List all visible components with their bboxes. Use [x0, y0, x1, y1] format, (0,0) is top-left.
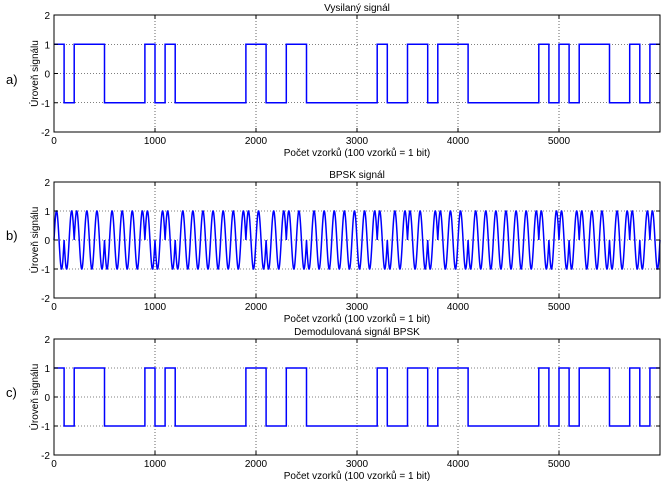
- subplot-3-x-tick-label-0: 0: [51, 459, 57, 470]
- subplot-2-title: BPSK signál: [329, 170, 385, 181]
- subplot-1-x-tick-label-5: 5000: [548, 136, 571, 147]
- subplot-3-y-tick-label-2: 0: [44, 393, 50, 404]
- subplot-3-y-tick-label-0: -2: [41, 451, 50, 462]
- subplot-3-x-tick-label-4: 4000: [447, 459, 470, 470]
- subplot-3-signal-line: [54, 367, 660, 427]
- subplot-2-signal-line: [53, 210, 661, 270]
- subplot-3-x-tick-label-2: 2000: [245, 459, 268, 470]
- subplot-2-x-tick-label-2: 2000: [245, 302, 268, 313]
- subplot-3-y-tick-label-1: -1: [41, 422, 50, 433]
- subplot-2-x-tick-label-4: 4000: [447, 302, 470, 313]
- subplot-1-y-tick-label-3: 1: [44, 40, 50, 51]
- subplot-1-x-tick-label-0: 0: [51, 136, 57, 147]
- subplot-3-y-tick-label-3: 1: [44, 364, 50, 375]
- subplot-2-x-tick-label-3: 3000: [346, 302, 369, 313]
- subplot-1-y-tick-label-1: -1: [41, 99, 50, 110]
- subplot-2-x-axis-label: Počet vzorků (100 vzorků = 1 bit): [284, 313, 430, 325]
- subplot-1-y-axis-label: Úroveň signálu: [28, 40, 41, 107]
- subplot-2-y-tick-label-0: -2: [41, 294, 50, 305]
- subplot-2-y-tick-label-2: 0: [44, 236, 50, 247]
- subplot-2: 0 1000 2000 3000 4000 5000 -2 -1 0 1 2 BPSK signál P…: [6, 170, 661, 325]
- subplot-3-x-tick-label-3: 3000: [346, 459, 369, 470]
- subplot-1-signal-line: [54, 43, 660, 104]
- subplot-3-x-tick-label-5: 5000: [548, 459, 571, 470]
- subplot-3-x-axis-label: Počet vzorků (100 vzorků = 1 bit): [284, 470, 430, 482]
- subplot-2-panel-letter: b): [6, 228, 18, 243]
- subplot-3-panel-letter: c): [6, 385, 17, 400]
- subplot-1-x-tick-label-2: 2000: [245, 136, 268, 147]
- subplot-2-y-tick-label-3: 1: [44, 207, 50, 218]
- subplot-3-y-axis-label: Úroveň signálu: [28, 364, 41, 431]
- subplot-2-y-tick-label-1: -1: [41, 265, 50, 276]
- subplot-3-title: Demodulovaná signál BPSK: [294, 327, 420, 338]
- subplot-1-title: Vysilaný signál: [324, 3, 390, 14]
- subplot-1-panel-letter: a): [6, 72, 18, 87]
- subplot-2-y-axis-label: Úroveň signálu: [28, 207, 41, 274]
- subplot-2-x-tick-label-1: 1000: [144, 302, 167, 313]
- subplot-1-y-tick-label-2: 0: [44, 70, 50, 81]
- subplot-2-x-tick-label-5: 5000: [548, 302, 571, 313]
- subplot-1-x-tick-label-1: 1000: [144, 136, 167, 147]
- subplot-3-x-tick-label-1: 1000: [144, 459, 167, 470]
- subplot-2-x-tick-label-0: 0: [51, 302, 57, 313]
- subplot-2-y-tick-label-4: 2: [44, 178, 50, 189]
- subplot-1-y-tick-label-4: 2: [44, 11, 50, 22]
- subplot-1-x-tick-label-3: 3000: [346, 136, 369, 147]
- subplot-1-x-tick-label-4: 4000: [447, 136, 470, 147]
- subplot-1: 0 1000 2000 3000 4000 5000 -2 -1 0 1 2 Vysilaný sig…: [6, 3, 661, 159]
- subplot-3-y-tick-label-4: 2: [44, 335, 50, 346]
- subplot-3: 0 1000 2000 3000 4000 5000 -2 -1 0 1 2 Demodulovaná…: [6, 327, 661, 482]
- subplot-1-x-axis-label: Počet vzorků (100 vzorků = 1 bit): [284, 147, 430, 159]
- subplot-1-y-tick-label-0: -2: [41, 128, 50, 139]
